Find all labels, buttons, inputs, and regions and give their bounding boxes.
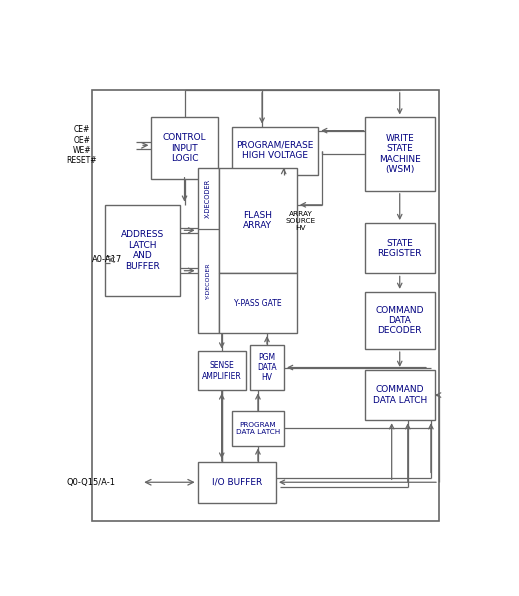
Text: CE#
OE#
WE#
RESET#: CE# OE# WE# RESET# bbox=[66, 125, 97, 166]
FancyBboxPatch shape bbox=[232, 126, 318, 175]
Text: WRITE
STATE
MACHINE
(WSM): WRITE STATE MACHINE (WSM) bbox=[379, 134, 420, 174]
Text: Q0-Q15/A-1: Q0-Q15/A-1 bbox=[66, 478, 116, 487]
Text: FLASH
ARRAY: FLASH ARRAY bbox=[243, 211, 272, 231]
Text: COMMAND
DATA LATCH: COMMAND DATA LATCH bbox=[373, 386, 427, 405]
Text: ARRAY
SOURCE
HV: ARRAY SOURCE HV bbox=[286, 210, 316, 231]
Text: X-DECODER: X-DECODER bbox=[205, 179, 211, 218]
FancyBboxPatch shape bbox=[232, 411, 284, 446]
Text: I/O BUFFER: I/O BUFFER bbox=[212, 478, 262, 487]
FancyBboxPatch shape bbox=[364, 292, 435, 349]
Text: Y-PASS GATE: Y-PASS GATE bbox=[234, 299, 281, 308]
Text: PGM
DATA
HV: PGM DATA HV bbox=[257, 353, 277, 383]
FancyBboxPatch shape bbox=[105, 204, 180, 296]
Text: PROGRAM/ERASE
HIGH VOLTAGE: PROGRAM/ERASE HIGH VOLTAGE bbox=[236, 141, 313, 160]
Text: Y-DECODER: Y-DECODER bbox=[206, 263, 211, 299]
FancyBboxPatch shape bbox=[364, 117, 435, 191]
FancyBboxPatch shape bbox=[364, 370, 435, 420]
Text: ADDRESS
LATCH
AND
BUFFER: ADDRESS LATCH AND BUFFER bbox=[121, 231, 164, 271]
FancyBboxPatch shape bbox=[198, 352, 246, 390]
Text: SENSE
AMPLIFIER: SENSE AMPLIFIER bbox=[202, 361, 242, 381]
FancyBboxPatch shape bbox=[198, 168, 218, 333]
Text: CONTROL
INPUT
LOGIC: CONTROL INPUT LOGIC bbox=[163, 134, 207, 163]
Text: A0-A17: A0-A17 bbox=[92, 255, 122, 264]
Text: COMMAND
DATA
DECODER: COMMAND DATA DECODER bbox=[375, 306, 424, 336]
FancyBboxPatch shape bbox=[152, 117, 218, 179]
Text: STATE
REGISTER: STATE REGISTER bbox=[377, 238, 422, 258]
FancyBboxPatch shape bbox=[92, 90, 439, 522]
FancyBboxPatch shape bbox=[218, 168, 297, 274]
FancyBboxPatch shape bbox=[364, 223, 435, 274]
Text: PROGRAM
DATA LATCH: PROGRAM DATA LATCH bbox=[236, 422, 280, 435]
FancyBboxPatch shape bbox=[218, 274, 297, 333]
FancyBboxPatch shape bbox=[198, 462, 276, 503]
FancyBboxPatch shape bbox=[250, 344, 284, 390]
